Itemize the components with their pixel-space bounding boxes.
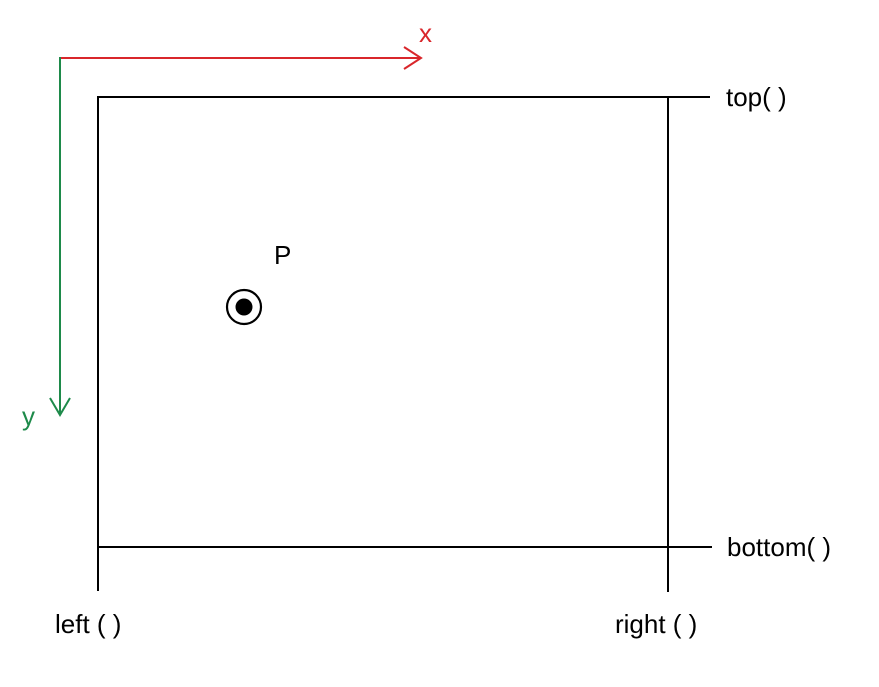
point-p-dot xyxy=(235,298,253,316)
x-axis: x xyxy=(60,18,432,70)
x-axis-arrowhead xyxy=(403,46,423,70)
point-p: P xyxy=(225,240,291,326)
left-edge-label: left ( ) xyxy=(55,609,121,639)
x-axis-label: x xyxy=(419,18,432,48)
y-axis-label: y xyxy=(22,401,35,431)
rectangle-edges xyxy=(97,96,712,592)
point-p-outer-ring xyxy=(225,288,263,326)
right-edge-label: right ( ) xyxy=(615,609,697,639)
bottom-edge-label: bottom( ) xyxy=(727,532,831,562)
y-axis: y xyxy=(22,57,71,431)
top-edge-label: top( ) xyxy=(726,82,787,112)
y-axis-arrowhead xyxy=(49,397,71,417)
point-p-label: P xyxy=(274,240,291,270)
